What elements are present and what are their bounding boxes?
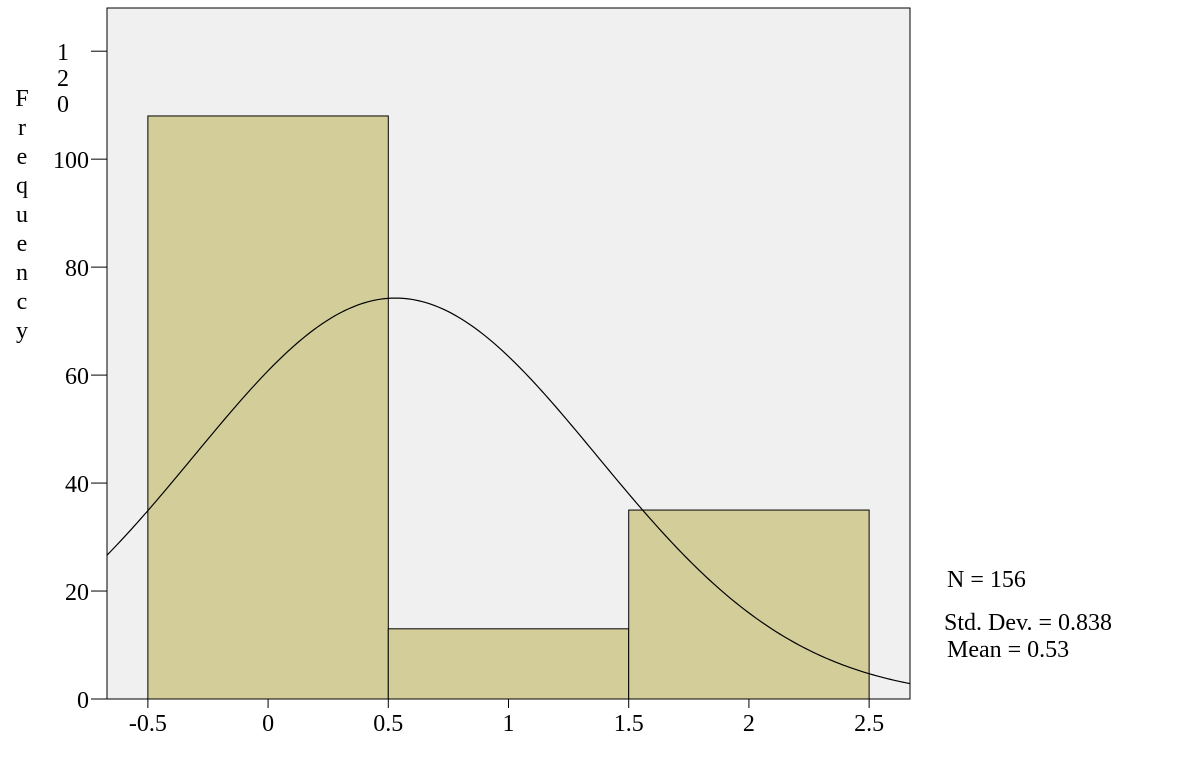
x-tick-label: -0.5 (129, 711, 167, 737)
y-tick-label: 100 (53, 148, 89, 174)
y-tick-label: 60 (65, 364, 89, 390)
y-axis-ticks: 0 20 40 60 80 100 1 2 0 (53, 40, 107, 714)
bars-layer (147, 115, 870, 700)
histogram-bar (387, 628, 630, 700)
histogram-bar (147, 115, 389, 700)
y-tick-label: 40 (65, 472, 89, 498)
y-tick-label: 80 (65, 256, 89, 282)
stat-std-dev: Std. Dev. = 0.838 (944, 610, 1112, 636)
x-tick-label: 1 (503, 711, 515, 737)
stats-box: N = 156 Std. Dev. = 0.838 Mean = 0.53 (944, 567, 1112, 663)
x-tick-label: 2.5 (854, 711, 884, 737)
x-tick-label: 0 (262, 711, 274, 737)
x-tick-label: 2 (743, 711, 755, 737)
y-tick-label: 0 (77, 688, 89, 714)
x-tick-label: 1.5 (614, 711, 644, 737)
normal-curve (106, 297, 911, 685)
y-tick-label: 20 (65, 580, 89, 606)
stat-n: N = 156 (947, 567, 1026, 593)
x-axis-ticks: -0.5 0 0.5 1 1.5 2 2.5 (129, 699, 884, 737)
x-tick-label: 0.5 (373, 711, 403, 737)
stat-mean: Mean = 0.53 (947, 637, 1069, 663)
histogram-bar (628, 509, 870, 700)
